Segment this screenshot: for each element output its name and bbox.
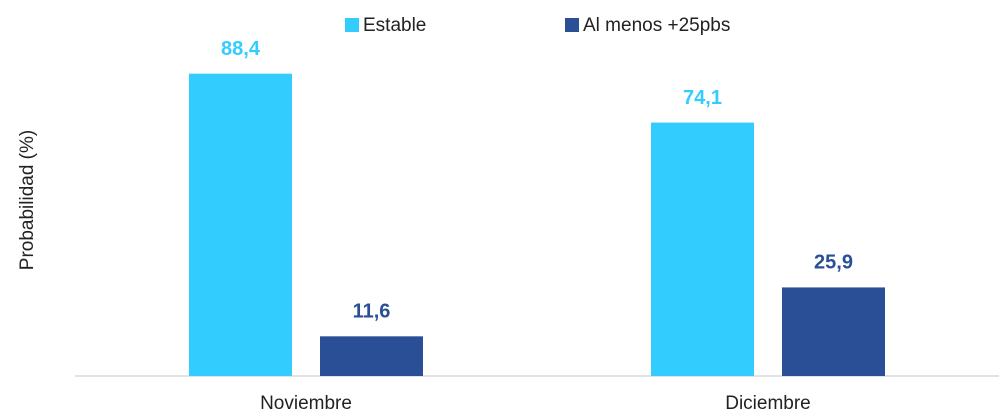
legend-swatch [565, 18, 579, 32]
bar [320, 336, 423, 376]
x-tick-label: Noviembre [260, 393, 352, 414]
value-label: 74,1 [683, 87, 722, 109]
legend-label: Estable [363, 15, 426, 36]
y-axis-label: Probabilidad (%) [17, 130, 38, 270]
value-label: 88,4 [221, 38, 261, 60]
legend-label: Al menos +25pbs [583, 15, 730, 36]
x-tick-label: Diciembre [725, 393, 811, 414]
bar [189, 73, 292, 376]
value-label: 25,9 [814, 252, 853, 274]
bar [782, 287, 885, 376]
value-label: 11,6 [353, 301, 391, 323]
legend-swatch [345, 18, 359, 32]
bar [651, 122, 754, 376]
